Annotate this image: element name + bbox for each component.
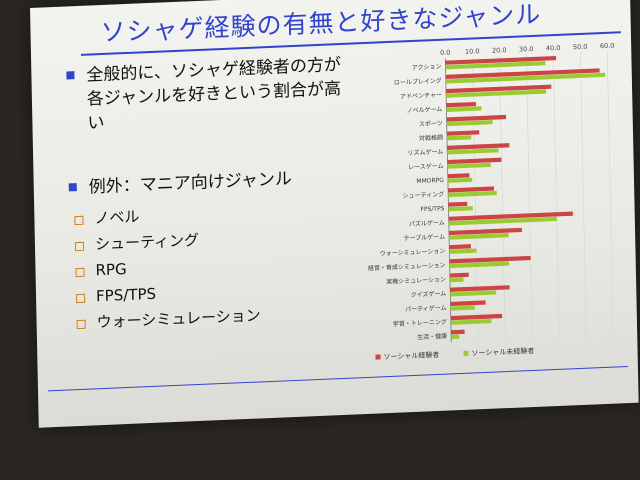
category-label: 実機シミュレーション (386, 275, 446, 285)
x-tick-label: 10.0 (465, 47, 480, 56)
subitem-label: RPG (95, 260, 127, 280)
hollow-square-icon (74, 241, 85, 252)
gridline (499, 56, 506, 341)
legend-swatch (463, 350, 469, 356)
bullet-square-icon (66, 71, 75, 80)
bar (449, 244, 471, 250)
subitem-label: ノベル (94, 207, 140, 228)
bar (450, 290, 497, 297)
bar (449, 255, 531, 264)
hollow-square-icon (75, 267, 85, 278)
bullet-exception-text: 例外：マニア向けジャンル (88, 169, 293, 198)
bar (448, 201, 468, 207)
bar (448, 227, 522, 236)
bar (448, 186, 495, 193)
bar (446, 106, 482, 112)
bar (445, 61, 546, 70)
bar (447, 177, 473, 183)
bar (445, 84, 552, 94)
bar (445, 68, 600, 80)
category-label: スポーツ (419, 119, 443, 128)
bar (446, 120, 493, 127)
bar (446, 135, 472, 141)
bar (446, 101, 477, 108)
bar (450, 318, 492, 325)
category-label: パズルゲーム (409, 218, 445, 227)
subitem-label: シューティング (94, 230, 200, 254)
bullet-general-text: 全般的に、ソシャゲ経験者の方が各ジャンルを好きという割合が高い (86, 54, 342, 134)
hollow-square-icon (76, 293, 86, 304)
legend-label: ソーシャル経験者 (383, 350, 439, 361)
bottom-rule (48, 366, 628, 392)
gridline (580, 52, 587, 337)
category-label: クイズゲーム (411, 289, 447, 298)
category-label: テーブルゲーム (404, 233, 446, 243)
bar (447, 173, 470, 179)
hollow-square-icon (76, 319, 86, 330)
y-axis (444, 58, 452, 343)
category-label: パーティゲーム (405, 304, 447, 314)
bullet-exception: 例外：マニア向けジャンル (68, 164, 359, 199)
category-label: 経営・育成シミュレーション (368, 261, 446, 272)
bar (448, 216, 557, 226)
category-label: 対戦格闘 (419, 133, 443, 142)
bar (451, 329, 465, 335)
category-label: アクション (412, 63, 442, 71)
category-label: ロールプレイング (394, 77, 442, 87)
bar (449, 272, 469, 278)
presentation-slide: ソシャゲ経験の有無と好きなジャンル 全般的に、ソシャゲ経験者の方が各ジャンルを好… (30, 0, 639, 428)
x-tick-label: 0.0 (440, 48, 451, 56)
category-label: FPS/TPS (420, 205, 444, 213)
bar (448, 206, 473, 212)
bar (447, 157, 502, 165)
x-tick-label: 30.0 (519, 45, 534, 54)
category-label: 生活・健康 (417, 332, 447, 341)
bullet-general: 全般的に、ソシャゲ経験者の方が各ジャンルを好きという割合が高い (66, 52, 357, 135)
bar (446, 114, 507, 122)
category-label: ウォーシミュレーション (380, 247, 446, 258)
bar (447, 148, 499, 155)
bar (447, 143, 510, 150)
x-tick-label: 50.0 (573, 43, 588, 52)
category-label: アドベンチャー (400, 92, 442, 101)
bar (448, 211, 573, 221)
genre-bar-chart: 0.0 10.0 20.0 30.0 40.0 50.0 60.0 アクションロールプレイング… (368, 42, 615, 362)
gridline (606, 51, 614, 336)
category-label: ノベルゲーム (406, 105, 442, 114)
bar (451, 334, 460, 340)
bar (450, 313, 503, 321)
category-label: レースゲーム (408, 162, 444, 171)
legend-swatch (375, 354, 381, 360)
gridline (553, 54, 560, 338)
hollow-square-icon (74, 215, 84, 226)
gridline (526, 55, 533, 340)
x-tick-label: 20.0 (492, 46, 507, 55)
bar (448, 190, 497, 198)
category-label: リズムゲーム (407, 148, 443, 157)
legend-label: ソーシャル未経験者 (471, 346, 534, 358)
x-tick-label: 60.0 (600, 42, 615, 51)
bar (449, 277, 464, 283)
bar (446, 130, 480, 136)
bar (449, 233, 509, 240)
bar (449, 261, 510, 269)
subitem-label: ウォーシミュレーション (96, 306, 261, 332)
bar (446, 89, 547, 98)
subitem-label: FPS/TPS (95, 284, 157, 306)
bar (449, 248, 477, 254)
bar (447, 162, 491, 169)
category-label: 学習・トレーニング (393, 318, 447, 328)
bar (445, 72, 606, 84)
bar (445, 55, 557, 65)
x-tick-label: 40.0 (546, 44, 561, 53)
category-label: MMORPG (416, 177, 444, 185)
exception-subitems: ノベル シューティング RPG FPS/TPS ウォーシミュレーション (74, 198, 261, 336)
bar (450, 285, 510, 292)
gridline (472, 57, 479, 342)
category-label: シューティング (402, 190, 444, 200)
bullet-square-icon (68, 183, 77, 192)
bar (450, 305, 475, 311)
bar (450, 300, 486, 307)
